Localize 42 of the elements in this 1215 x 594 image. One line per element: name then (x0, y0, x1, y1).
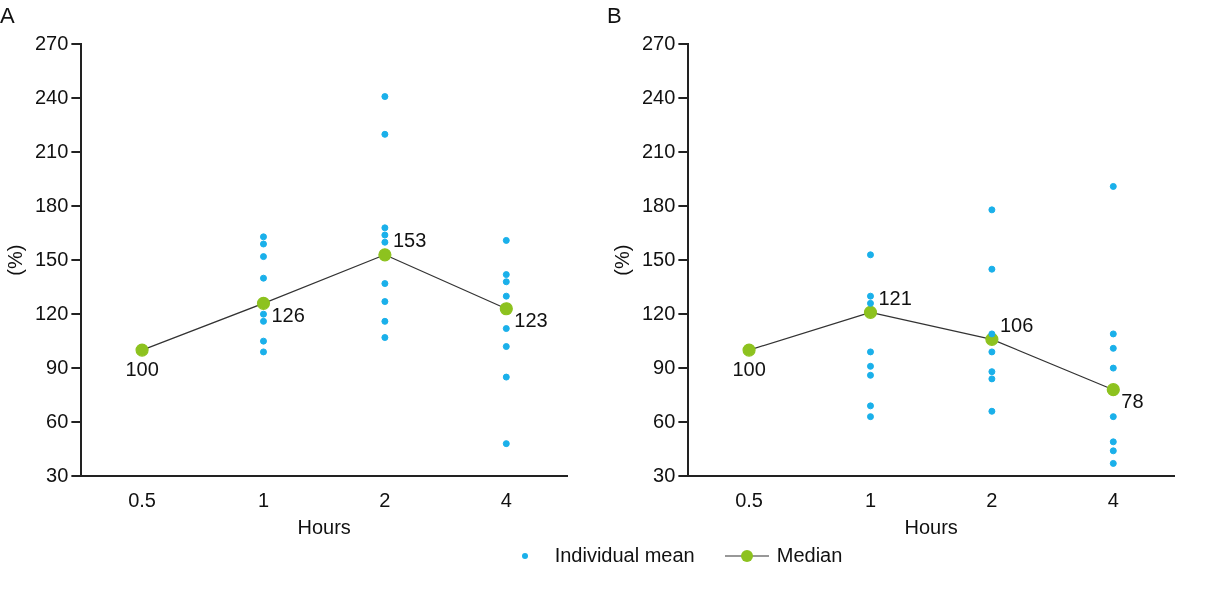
x-tick-label: 2 (986, 488, 998, 511)
data-label: 100 (125, 357, 159, 380)
x-tick-label: 1 (257, 488, 270, 511)
y-tick-label: 90 (46, 355, 69, 378)
x-tick-label: 4 (1107, 488, 1119, 511)
data-label: 78 (1121, 390, 1144, 413)
x-axis-title: Hours (297, 515, 351, 538)
y-tick-label: 240 (34, 85, 69, 108)
legend-label: Median (776, 544, 843, 567)
y-tick-label: 150 (34, 247, 69, 270)
y-tick-label: 30 (653, 463, 676, 486)
x-tick-label: 4 (500, 488, 512, 511)
x-tick-label: 0.5 (128, 488, 156, 511)
data-label: 123 (514, 309, 548, 332)
y-tick-label: 90 (653, 355, 676, 378)
x-tick-label: 1 (864, 488, 877, 511)
y-tick-label: 60 (46, 409, 69, 432)
y-tick-label: 120 (34, 301, 69, 324)
legend-label: Individual mean (554, 544, 695, 567)
data-label: 100 (732, 357, 766, 380)
y-tick-label: 270 (34, 31, 69, 54)
x-axis-title: Hours (904, 515, 958, 538)
y-tick-label: 210 (641, 139, 676, 162)
chart-title: B (607, 3, 622, 29)
chart-title: A (0, 3, 15, 29)
y-tick-label: 120 (641, 301, 676, 324)
y-axis-title: (%) (3, 244, 26, 276)
y-tick-label: 150 (641, 247, 676, 270)
data-label: 126 (271, 303, 305, 326)
data-label: 106 (999, 313, 1034, 336)
data-label: 153 (392, 229, 427, 252)
y-tick-label: 30 (46, 463, 69, 486)
y-tick-label: 60 (653, 409, 676, 432)
y-tick-label: 180 (34, 193, 69, 216)
y-tick-label: 270 (641, 31, 676, 54)
y-tick-label: 240 (641, 85, 676, 108)
y-tick-label: 210 (34, 139, 69, 162)
y-axis-title: (%) (610, 244, 633, 276)
x-tick-label: 2 (379, 488, 391, 511)
x-tick-label: 0.5 (735, 488, 763, 511)
y-tick-label: 180 (641, 193, 676, 216)
data-label: 121 (878, 286, 912, 309)
